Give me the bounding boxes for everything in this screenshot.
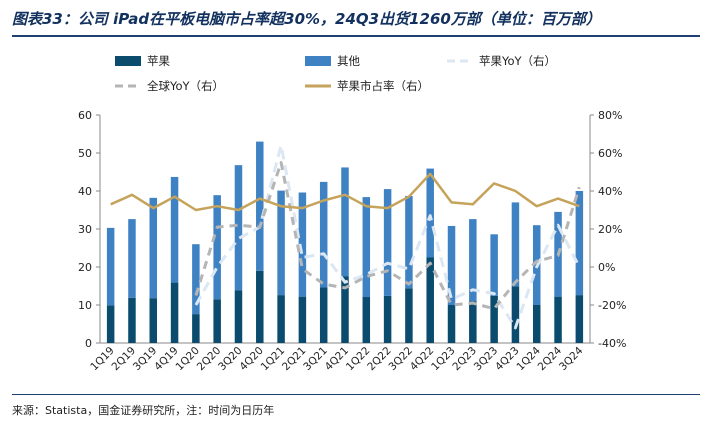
bar-apple xyxy=(298,296,307,343)
bar-other xyxy=(319,181,328,288)
bar-apple xyxy=(128,297,136,343)
y-left-tick-label: 20 xyxy=(78,261,92,274)
legend-apple-label: 苹果 xyxy=(147,54,170,68)
y-right-tick-label: 60% xyxy=(598,147,622,160)
bar-apple xyxy=(511,286,520,343)
line-global-yoy xyxy=(194,161,581,311)
y-left-tick-label: 40 xyxy=(78,185,92,198)
bar-other xyxy=(213,195,221,300)
bar-other xyxy=(405,195,413,289)
y-right-tick-label: 80% xyxy=(598,109,622,122)
legend-apple-swatch xyxy=(115,56,141,66)
chart-title: 图表33：公司 iPad在平板电脑市占率超30%，24Q3出货1260万部（单位… xyxy=(12,10,601,28)
bar-other xyxy=(575,191,584,296)
bar-other xyxy=(341,167,349,277)
bar-other xyxy=(128,219,136,298)
bar-other xyxy=(426,168,434,258)
bar-apple xyxy=(256,270,264,343)
y-right-tick-label: 0% xyxy=(598,261,615,274)
y-right-tick-label: 20% xyxy=(598,223,622,236)
y-left-tick-label: 60 xyxy=(78,109,92,122)
bar-other xyxy=(298,192,307,297)
bar-apple xyxy=(106,305,115,343)
bar-apple xyxy=(554,296,562,343)
bar-other xyxy=(170,176,179,283)
bar-other xyxy=(192,244,200,315)
bar-other xyxy=(362,197,371,298)
y-left-tick-label: 50 xyxy=(78,147,92,160)
bar-apple xyxy=(447,305,456,343)
y-left-tick-label: 10 xyxy=(78,299,92,312)
bar-apple xyxy=(490,295,498,343)
bar-other xyxy=(277,190,285,296)
bar-apple xyxy=(149,298,158,343)
bar-other xyxy=(106,227,115,306)
bar-apple xyxy=(319,287,328,343)
bar-apple xyxy=(469,301,477,343)
y-right-tick-label: -20% xyxy=(598,299,626,312)
bar-other xyxy=(511,202,520,287)
bar-other xyxy=(490,234,498,296)
legend-apple-share-label: 苹果市占率（右） xyxy=(337,79,429,93)
x-tick-label: 3Q24 xyxy=(557,344,586,373)
y-left-tick-label: 0 xyxy=(85,337,92,350)
legend-apple-yoy-label: 苹果YoY（右） xyxy=(479,54,556,68)
bar-apple xyxy=(383,295,392,343)
bar-apple xyxy=(192,314,200,343)
bar-other xyxy=(447,225,456,305)
title-divider xyxy=(12,35,700,37)
y-right-tick-label: 40% xyxy=(598,185,622,198)
source-note: 来源：Statista，国金证券研究所，注：时间为日历年 xyxy=(12,404,275,417)
y-right-tick-label: -40% xyxy=(598,337,626,350)
bar-other xyxy=(149,197,158,299)
bar-other xyxy=(469,219,477,302)
line-apple-share xyxy=(110,172,580,212)
bar-apple xyxy=(277,295,285,343)
bar-apple xyxy=(362,297,371,343)
legend-other-label: 其他 xyxy=(337,54,360,68)
legend-other-swatch xyxy=(305,56,331,66)
bar-apple xyxy=(341,276,349,343)
footer-divider xyxy=(12,394,700,395)
bar-apple xyxy=(426,257,434,343)
bar-apple xyxy=(234,290,243,343)
y-left-tick-label: 30 xyxy=(78,223,92,236)
bar-other xyxy=(256,141,264,271)
legend-global-yoy-label: 全球YoY（右） xyxy=(147,79,224,93)
bar-apple xyxy=(213,299,221,343)
bar-apple xyxy=(405,288,413,343)
bar-other xyxy=(383,189,392,296)
bar-apple xyxy=(532,305,541,343)
bar-apple xyxy=(170,282,179,343)
bar-other xyxy=(234,165,243,291)
bar-apple xyxy=(575,295,584,343)
